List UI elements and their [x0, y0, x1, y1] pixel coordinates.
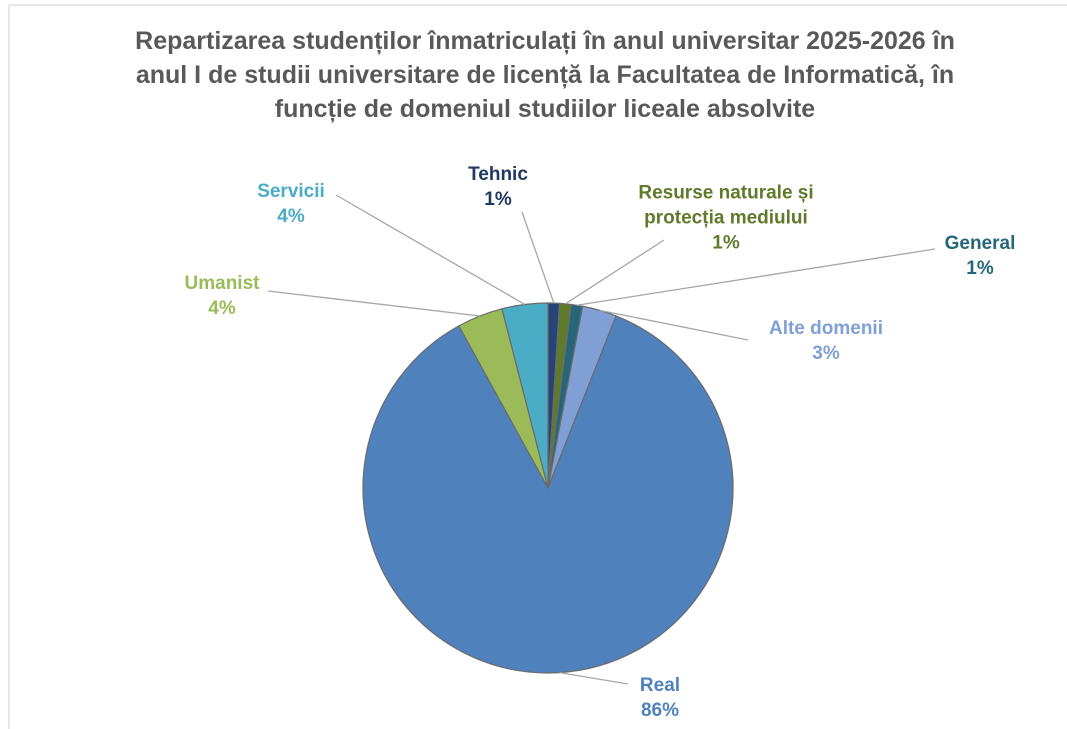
label-value: 3%: [812, 343, 840, 364]
pie-slice: [362, 315, 734, 674]
label-name: Tehnic: [468, 164, 528, 185]
label-name: Alte domenii: [768, 318, 883, 339]
label-value: 1%: [966, 258, 994, 279]
leader-line: [335, 194, 526, 306]
label-name: Real: [639, 675, 681, 696]
data-label: Resurse naturale și protecția mediului 1%: [631, 181, 821, 256]
leader-line: [576, 248, 936, 306]
label-name: General: [944, 233, 1016, 254]
label-value: 1%: [712, 232, 740, 254]
data-label: Real 86%: [620, 673, 700, 723]
label-value: 1%: [484, 189, 512, 210]
leader-line: [565, 239, 665, 305]
leader-line: [599, 309, 749, 341]
leader-line: [267, 290, 480, 317]
label-value: 4%: [277, 206, 305, 227]
label-value: 86%: [640, 700, 680, 721]
data-label: Alte domenii 3%: [751, 316, 901, 366]
pie-slice: [501, 302, 549, 489]
label-value: 4%: [208, 298, 236, 319]
data-label: Servicii 4%: [241, 179, 341, 229]
data-label: Umanist 4%: [167, 271, 277, 321]
leader-line: [521, 211, 555, 304]
chart-title: Repartizarea studenților înmatriculați î…: [135, 27, 955, 123]
data-label: Tehnic 1%: [453, 162, 543, 212]
label-name: Servicii: [257, 181, 325, 202]
leader-line: [559, 671, 629, 685]
label-name: Resurse naturale și protecția mediului: [638, 182, 814, 229]
data-label: General 1%: [925, 231, 1035, 281]
label-name: Umanist: [184, 273, 260, 294]
